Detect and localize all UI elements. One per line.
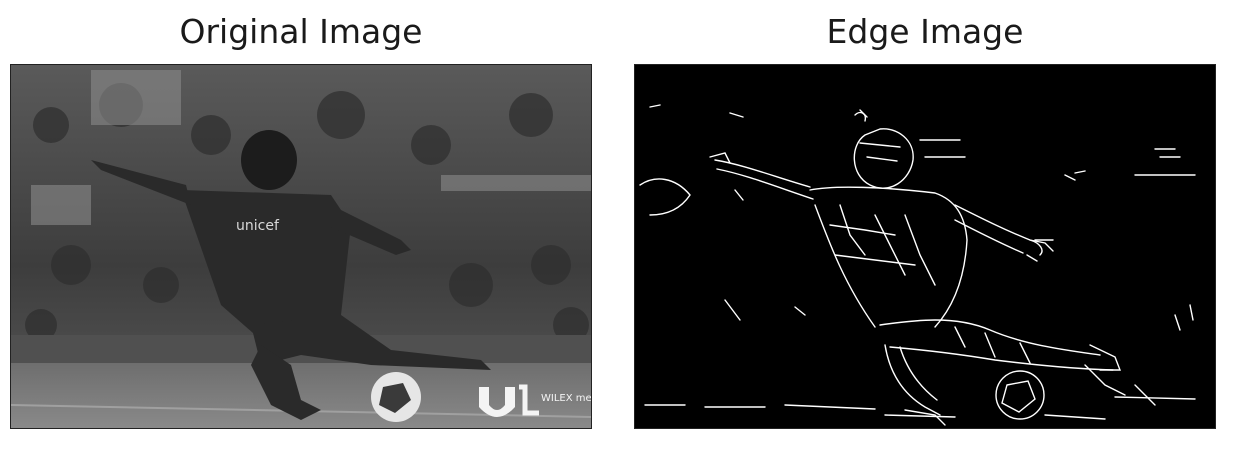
watermark-logo: WILEX media: [479, 384, 592, 417]
svg-text:WILEX media: WILEX media: [541, 393, 592, 404]
edge-image-title: Edge Image: [826, 12, 1024, 51]
svg-text:unicef: unicef: [236, 218, 280, 234]
original-image: unicef WILEX media: [10, 64, 592, 429]
edge-image: [634, 64, 1216, 429]
original-image-title: Original Image: [179, 12, 423, 51]
edge-map-illustration: [635, 65, 1215, 428]
original-photo-illustration: unicef WILEX media: [11, 65, 592, 428]
